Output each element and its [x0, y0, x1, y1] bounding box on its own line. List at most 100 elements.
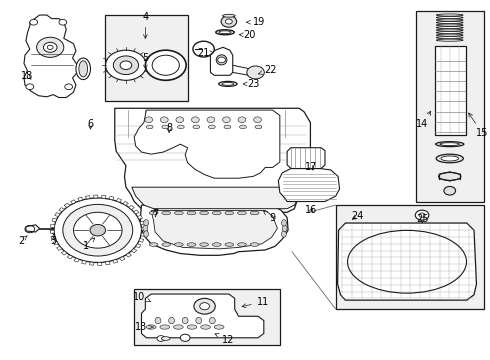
- Circle shape: [194, 298, 215, 314]
- Ellipse shape: [200, 211, 208, 215]
- Ellipse shape: [437, 27, 463, 29]
- Circle shape: [63, 204, 133, 256]
- Ellipse shape: [212, 243, 221, 246]
- Polygon shape: [123, 201, 128, 206]
- Ellipse shape: [144, 231, 148, 237]
- Text: 22: 22: [258, 64, 276, 75]
- Text: 1: 1: [83, 238, 95, 251]
- Text: 6: 6: [87, 120, 94, 129]
- Ellipse shape: [440, 143, 460, 145]
- Circle shape: [145, 117, 153, 123]
- Polygon shape: [129, 205, 134, 210]
- Ellipse shape: [222, 14, 235, 17]
- Polygon shape: [137, 215, 143, 219]
- Bar: [105, 15, 188, 101]
- Ellipse shape: [165, 130, 173, 134]
- Ellipse shape: [225, 211, 234, 215]
- Polygon shape: [56, 246, 62, 250]
- Ellipse shape: [155, 318, 161, 324]
- Circle shape: [200, 303, 209, 310]
- Ellipse shape: [169, 318, 174, 324]
- Circle shape: [416, 210, 429, 220]
- Ellipse shape: [144, 220, 148, 226]
- Ellipse shape: [437, 32, 463, 34]
- Ellipse shape: [436, 141, 464, 147]
- Text: 18: 18: [21, 71, 33, 81]
- Polygon shape: [126, 253, 131, 257]
- Ellipse shape: [208, 125, 215, 129]
- Ellipse shape: [174, 243, 183, 246]
- Circle shape: [30, 19, 38, 25]
- Polygon shape: [101, 195, 106, 198]
- Polygon shape: [67, 255, 73, 259]
- Ellipse shape: [216, 55, 227, 65]
- Polygon shape: [210, 47, 233, 75]
- Ellipse shape: [212, 211, 221, 215]
- Ellipse shape: [174, 211, 183, 215]
- Polygon shape: [52, 218, 57, 222]
- Polygon shape: [134, 110, 280, 178]
- Polygon shape: [61, 251, 67, 255]
- Circle shape: [113, 56, 139, 75]
- Ellipse shape: [238, 211, 246, 215]
- Ellipse shape: [282, 225, 287, 231]
- Circle shape: [192, 117, 199, 123]
- Polygon shape: [81, 261, 86, 264]
- Ellipse shape: [216, 30, 234, 35]
- Polygon shape: [94, 195, 98, 198]
- Text: 3: 3: [50, 236, 56, 246]
- Ellipse shape: [219, 81, 237, 86]
- Text: 17: 17: [305, 162, 318, 172]
- Ellipse shape: [250, 243, 259, 246]
- Ellipse shape: [161, 337, 170, 340]
- Circle shape: [37, 37, 64, 57]
- Circle shape: [193, 41, 214, 57]
- Circle shape: [51, 223, 71, 237]
- Circle shape: [74, 212, 122, 248]
- Text: 21: 21: [197, 48, 214, 58]
- Polygon shape: [64, 203, 70, 207]
- Polygon shape: [116, 198, 122, 202]
- Polygon shape: [141, 227, 146, 230]
- Ellipse shape: [240, 125, 246, 129]
- Text: 2: 2: [18, 236, 27, 246]
- Ellipse shape: [177, 125, 184, 129]
- Polygon shape: [134, 210, 139, 214]
- Ellipse shape: [162, 125, 169, 129]
- Polygon shape: [287, 148, 325, 168]
- Ellipse shape: [193, 125, 200, 129]
- Text: 23: 23: [243, 79, 259, 89]
- Bar: [134, 289, 280, 345]
- Ellipse shape: [143, 225, 148, 231]
- Ellipse shape: [196, 318, 202, 324]
- Ellipse shape: [147, 125, 153, 129]
- Circle shape: [180, 334, 190, 341]
- Ellipse shape: [437, 22, 463, 24]
- Ellipse shape: [76, 58, 91, 80]
- Ellipse shape: [149, 243, 158, 246]
- Polygon shape: [120, 257, 125, 261]
- Polygon shape: [26, 225, 40, 232]
- Text: 5: 5: [142, 53, 148, 69]
- Circle shape: [254, 117, 261, 123]
- Ellipse shape: [162, 243, 171, 246]
- Circle shape: [146, 50, 186, 80]
- Text: 15: 15: [469, 113, 489, 138]
- Polygon shape: [59, 208, 64, 212]
- Polygon shape: [98, 262, 102, 265]
- Polygon shape: [85, 195, 90, 199]
- Polygon shape: [141, 233, 145, 236]
- Polygon shape: [90, 262, 94, 265]
- Polygon shape: [113, 260, 118, 263]
- Circle shape: [59, 19, 67, 25]
- Ellipse shape: [79, 61, 88, 77]
- Polygon shape: [115, 108, 311, 212]
- Text: 13: 13: [135, 322, 153, 332]
- Polygon shape: [55, 213, 60, 217]
- Circle shape: [26, 84, 34, 90]
- Polygon shape: [24, 15, 77, 98]
- Circle shape: [222, 117, 230, 123]
- Ellipse shape: [147, 325, 156, 329]
- Polygon shape: [51, 236, 55, 239]
- Circle shape: [150, 198, 160, 205]
